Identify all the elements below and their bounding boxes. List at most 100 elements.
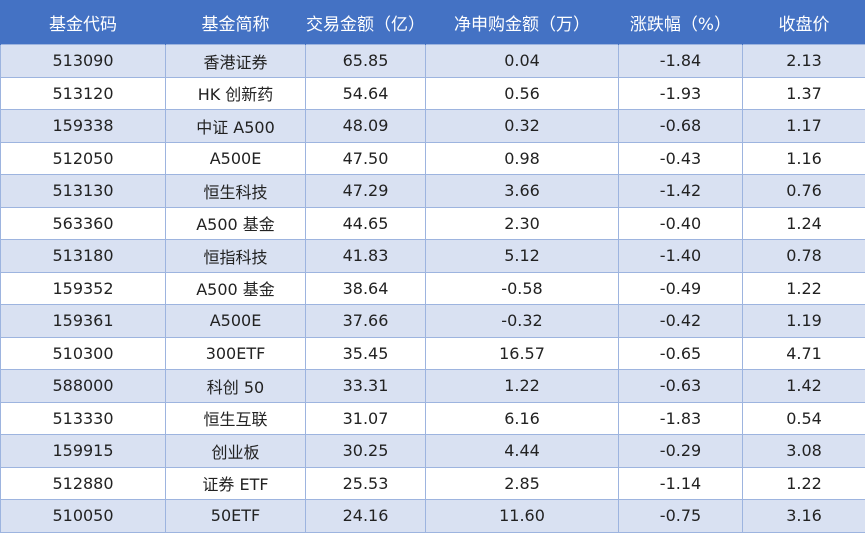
- table-cell: 513090: [1, 45, 166, 78]
- table-cell: HK 创新药: [166, 77, 306, 110]
- table-cell: A500E: [166, 305, 306, 338]
- table-cell: 33.31: [306, 370, 426, 403]
- table-cell: 恒生互联: [166, 402, 306, 435]
- table-cell: 513120: [1, 77, 166, 110]
- table-cell: 2.13: [743, 45, 865, 78]
- table-cell: 30.25: [306, 435, 426, 468]
- table-cell: 4.71: [743, 337, 865, 370]
- table-cell: -1.14: [619, 467, 743, 500]
- table-cell: 47.29: [306, 175, 426, 208]
- table-cell: 0.98: [426, 142, 619, 175]
- table-cell: 中证 A500: [166, 110, 306, 143]
- table-cell: 创业板: [166, 435, 306, 468]
- table-cell: -1.40: [619, 240, 743, 273]
- table-cell: 11.60: [426, 500, 619, 533]
- table-cell: 0.54: [743, 402, 865, 435]
- table-cell: 0.04: [426, 45, 619, 78]
- table-cell: 1.22: [426, 370, 619, 403]
- table-cell: 159915: [1, 435, 166, 468]
- header-cell: 收盘价: [743, 0, 865, 45]
- table-cell: 证券 ETF: [166, 467, 306, 500]
- table-cell: 2.85: [426, 467, 619, 500]
- table-cell: 159361: [1, 305, 166, 338]
- table-cell: 恒生科技: [166, 175, 306, 208]
- table-cell: 35.45: [306, 337, 426, 370]
- table-cell: 512050: [1, 142, 166, 175]
- table-cell: -0.49: [619, 272, 743, 305]
- header-cell: 涨跌幅（%）: [619, 0, 743, 45]
- table-cell: -0.68: [619, 110, 743, 143]
- header-cell: 基金代码: [1, 0, 166, 45]
- table-cell: 3.16: [743, 500, 865, 533]
- table-cell: 24.16: [306, 500, 426, 533]
- table-cell: 4.44: [426, 435, 619, 468]
- table-cell: 恒指科技: [166, 240, 306, 273]
- table-cell: 0.76: [743, 175, 865, 208]
- table-cell: 54.64: [306, 77, 426, 110]
- table-cell: 香港证券: [166, 45, 306, 78]
- table-cell: 513130: [1, 175, 166, 208]
- header-row: 基金代码基金简称交易金额（亿）净申购金额（万）涨跌幅（%）收盘价: [1, 0, 865, 45]
- table-cell: -0.32: [426, 305, 619, 338]
- table-cell: -0.65: [619, 337, 743, 370]
- table-cell: 159338: [1, 110, 166, 143]
- table-cell: 科创 50: [166, 370, 306, 403]
- table-cell: 513180: [1, 240, 166, 273]
- table-cell: A500 基金: [166, 207, 306, 240]
- table-cell: 300ETF: [166, 337, 306, 370]
- header-cell: 交易金额（亿）: [306, 0, 426, 45]
- table-cell: 1.16: [743, 142, 865, 175]
- table-cell: 512880: [1, 467, 166, 500]
- table-cell: 0.32: [426, 110, 619, 143]
- table-cell: 159352: [1, 272, 166, 305]
- table-cell: -0.42: [619, 305, 743, 338]
- table-cell: 510050: [1, 500, 166, 533]
- table-cell: 44.65: [306, 207, 426, 240]
- table-cell: -0.40: [619, 207, 743, 240]
- table-cell: 38.64: [306, 272, 426, 305]
- table-cell: 31.07: [306, 402, 426, 435]
- table-cell: A500E: [166, 142, 306, 175]
- table-cell: 16.57: [426, 337, 619, 370]
- table-cell: 588000: [1, 370, 166, 403]
- table-cell: 1.17: [743, 110, 865, 143]
- table-cell: 1.22: [743, 467, 865, 500]
- table-cell: -0.43: [619, 142, 743, 175]
- table-cell: A500 基金: [166, 272, 306, 305]
- table-cell: 2.30: [426, 207, 619, 240]
- table-cell: -1.93: [619, 77, 743, 110]
- table-cell: 47.50: [306, 142, 426, 175]
- table-cell: 50ETF: [166, 500, 306, 533]
- table-cell: 513330: [1, 402, 166, 435]
- table-cell: -1.42: [619, 175, 743, 208]
- table-cell: 1.24: [743, 207, 865, 240]
- table-cell: 6.16: [426, 402, 619, 435]
- table-cell: -1.83: [619, 402, 743, 435]
- table-cell: 0.56: [426, 77, 619, 110]
- table-cell: 48.09: [306, 110, 426, 143]
- table-cell: 510300: [1, 337, 166, 370]
- header-cell: 基金简称: [166, 0, 306, 45]
- table-cell: 3.08: [743, 435, 865, 468]
- table-cell: 1.42: [743, 370, 865, 403]
- table-cell: 65.85: [306, 45, 426, 78]
- table-cell: -0.63: [619, 370, 743, 403]
- table-cell: 3.66: [426, 175, 619, 208]
- table-cell: 41.83: [306, 240, 426, 273]
- table-cell: -0.58: [426, 272, 619, 305]
